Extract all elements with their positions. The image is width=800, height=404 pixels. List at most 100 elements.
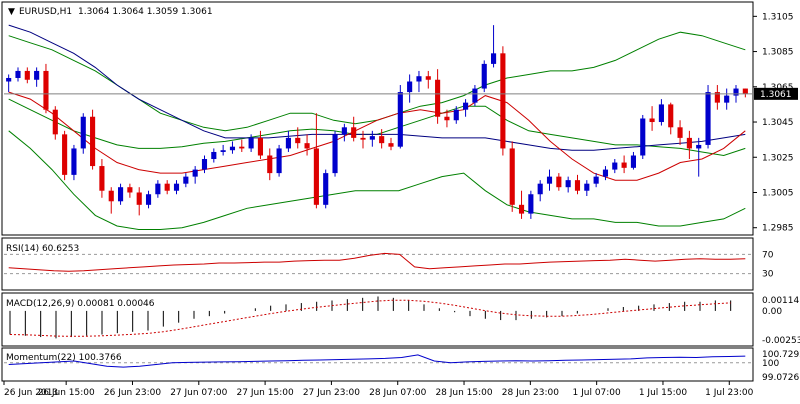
candle-body xyxy=(239,146,245,149)
candle-body xyxy=(108,190,114,202)
candle-body xyxy=(677,127,683,138)
candle-body xyxy=(658,104,664,123)
candle-body xyxy=(696,144,702,149)
candle-body xyxy=(145,194,152,205)
candle-body xyxy=(528,194,534,214)
candle-body xyxy=(257,137,264,156)
candle-body xyxy=(584,183,590,191)
candle-body xyxy=(360,137,366,140)
candle-body xyxy=(211,151,217,160)
candle-body xyxy=(304,143,310,149)
candle-body xyxy=(724,95,730,103)
candle-body xyxy=(99,166,105,191)
price-tick-label: 1.3065 xyxy=(762,83,794,93)
candle-body xyxy=(229,146,236,151)
candle-body xyxy=(341,127,347,135)
candle-body xyxy=(248,137,254,149)
ma-red-line xyxy=(8,91,746,181)
price-tick-label: 1.2985 xyxy=(762,224,794,234)
candle-body xyxy=(117,187,124,202)
candle-body xyxy=(369,136,375,140)
candle-body xyxy=(332,134,338,174)
macd-signal-line xyxy=(9,299,731,337)
symbol-label: EURUSD,H1 xyxy=(19,7,72,17)
macd-tick-label: -0.00253 xyxy=(762,336,800,346)
time-tick-label: 27 Jun 23:00 xyxy=(303,388,360,398)
ohlc-readout: 1.3064 1.3064 1.3059 1.3061 xyxy=(78,7,213,17)
candle-body xyxy=(546,176,553,184)
momentum-tick-label: 100 xyxy=(762,359,779,369)
candle-body xyxy=(71,148,77,175)
candle-body xyxy=(742,88,748,94)
candle-body xyxy=(425,76,431,80)
candle-body xyxy=(295,137,301,144)
candle-body xyxy=(52,109,58,135)
candle-body xyxy=(407,81,413,93)
candle-body xyxy=(565,180,571,188)
rsi-level-label: 30 xyxy=(762,270,774,280)
candle-body xyxy=(388,143,394,147)
candle-body xyxy=(62,134,68,175)
candle-body xyxy=(444,116,450,121)
time-tick-label: 28 Jun 15:00 xyxy=(435,388,492,398)
candle-body xyxy=(313,148,319,205)
candle-body xyxy=(500,53,506,149)
candle-body xyxy=(173,183,180,191)
candle-body xyxy=(43,70,49,110)
candle-body xyxy=(24,70,30,80)
momentum-label: Momentum(22) 100.3766 xyxy=(6,353,122,363)
candle-body xyxy=(155,183,161,195)
momentum-tick-label: 99.0726 xyxy=(762,373,799,383)
candle-body xyxy=(733,88,739,96)
momentum-layer: 100.7292100 99.0726 xyxy=(4,350,800,383)
candle-body xyxy=(574,180,581,191)
current-price-marker xyxy=(754,87,798,100)
price-axis: 1.3105 1.3085 1.3065 1.3045 1.3025 1.3005 1.29… xyxy=(753,12,798,234)
candle-body xyxy=(649,118,655,123)
candle-body xyxy=(416,76,422,82)
candle-body xyxy=(183,176,189,184)
candle-body xyxy=(481,63,487,89)
time-tick-label: 26 Jun 23:00 xyxy=(104,388,161,398)
candle-body xyxy=(127,187,133,193)
candle-body xyxy=(463,102,469,110)
time-tick-label: 26 Jun 2013 xyxy=(4,388,58,398)
momentum-line xyxy=(8,354,746,368)
candle-body xyxy=(714,92,720,103)
candle-body xyxy=(518,204,525,214)
candle-body xyxy=(556,176,562,188)
candle-body xyxy=(435,79,441,117)
candle-body xyxy=(397,92,403,147)
candle-body xyxy=(612,162,618,170)
current-price-label: 1.3061 xyxy=(760,90,792,100)
candle-body xyxy=(6,77,12,82)
candle-body xyxy=(630,155,637,168)
candle-body xyxy=(267,155,273,174)
macd-label: MACD(12,26,9) 0.00081 0.00046 xyxy=(6,299,155,309)
candle-body xyxy=(686,137,692,149)
candle-body xyxy=(379,136,385,144)
rsi-line xyxy=(8,252,746,272)
price-layer xyxy=(4,24,753,230)
time-tick-label: 27 Jun 15:00 xyxy=(237,388,294,398)
candle-body xyxy=(220,150,226,152)
time-tick-label: 1 Jul 15:00 xyxy=(639,388,688,398)
candle-body xyxy=(537,183,543,195)
momentum-tick-label: 100.7292 xyxy=(762,350,800,360)
time-tick-label: 27 Jun 07:00 xyxy=(170,388,227,398)
candle-body xyxy=(621,162,627,168)
symbol-arrow-icon[interactable]: ▼ xyxy=(8,7,15,17)
macd-tick-label: 0.00 xyxy=(762,307,782,317)
candle-body xyxy=(472,88,478,103)
price-tick-label: 1.3045 xyxy=(762,118,794,128)
candle-body xyxy=(323,173,329,205)
time-tick-label: 28 Jun 07:00 xyxy=(369,388,426,398)
price-tick-label: 1.3025 xyxy=(762,153,794,163)
candle-body xyxy=(593,176,599,184)
time-tick-label: 1 Jul 07:00 xyxy=(573,388,622,398)
candle-body xyxy=(490,53,497,64)
ma-blue-line xyxy=(8,24,746,151)
